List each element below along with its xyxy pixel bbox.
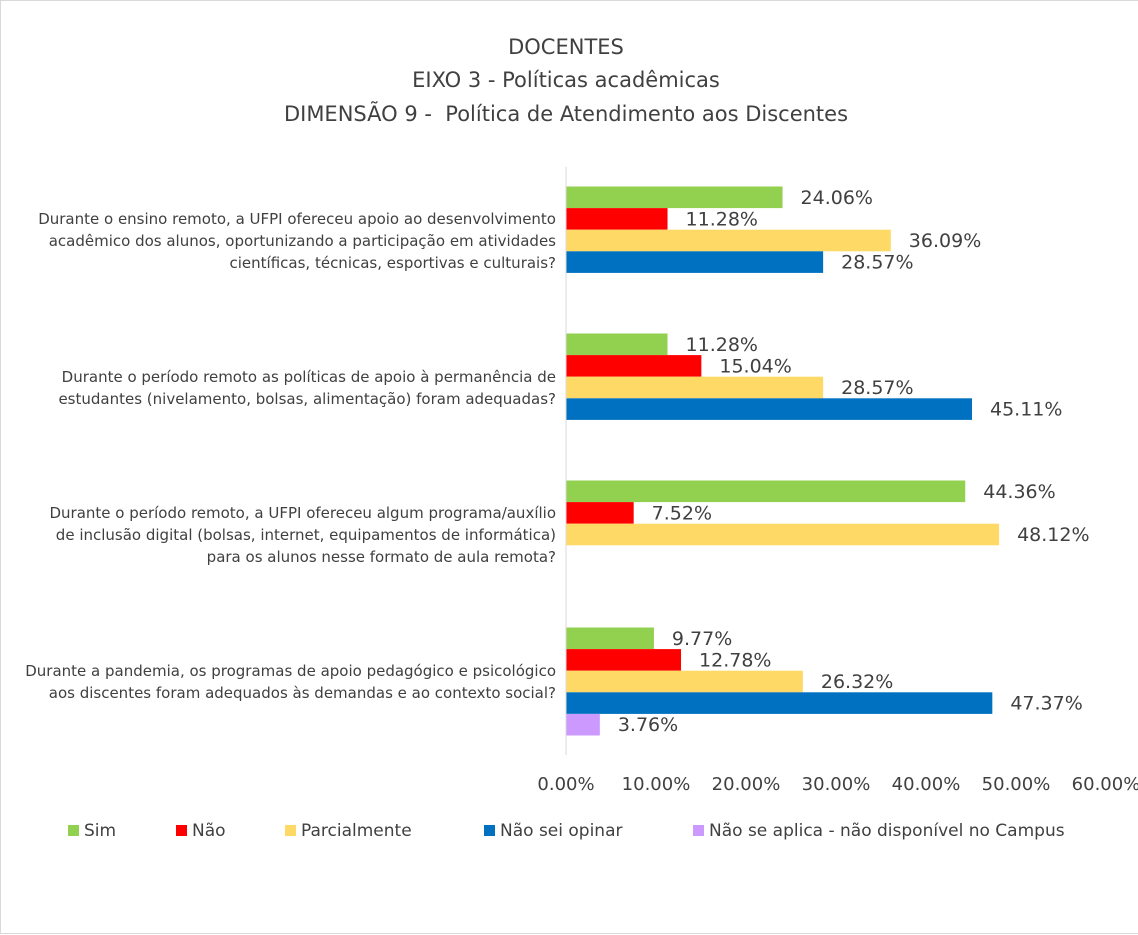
bar: [566, 208, 668, 230]
data-label: 12.78%: [699, 649, 771, 671]
data-label: 28.57%: [841, 252, 913, 274]
bar: [566, 333, 668, 356]
legend-swatch: [176, 825, 187, 836]
x-tick-label: 60.00%: [1072, 774, 1138, 795]
bar: [566, 670, 803, 693]
bar: [566, 398, 972, 420]
chart-subtitle: DIMENSÃO 9 - Política de Atendimento aos…: [284, 100, 848, 126]
x-tick-label: 20.00%: [712, 774, 781, 795]
x-tick-label: 40.00%: [892, 774, 961, 795]
category-label: Durante o período remoto as políticas de…: [58, 367, 556, 408]
x-tick-label: 30.00%: [802, 774, 871, 795]
bar: [566, 692, 993, 714]
legend-swatch: [68, 825, 79, 836]
bar: [566, 355, 702, 377]
bar: [566, 713, 600, 736]
category-label: Durante o ensino remoto, a UFPI ofereceu…: [38, 209, 556, 272]
legend-label: Não: [192, 821, 226, 841]
data-label: 28.57%: [841, 377, 913, 399]
x-tick-label: 0.00%: [537, 774, 594, 795]
data-label: 36.09%: [909, 230, 981, 252]
x-tick-label: 10.00%: [622, 774, 691, 795]
data-label: 44.36%: [983, 481, 1055, 503]
bar: [566, 480, 966, 503]
category-label: Durante o período remoto, a UFPI oferece…: [49, 503, 556, 566]
bar: [566, 251, 824, 273]
bar: [566, 627, 654, 650]
data-label: 11.28%: [686, 208, 758, 230]
data-label: 9.77%: [672, 628, 732, 650]
legend-label: Parcialmente: [301, 821, 412, 841]
category-label: Durante a pandemia, os programas de apoi…: [25, 661, 556, 702]
bar: [566, 502, 634, 524]
legend-label: Não se aplica - não disponível no Campus: [709, 821, 1065, 841]
legend-swatch: [693, 825, 704, 836]
legend-label: Não sei opinar: [500, 821, 622, 841]
legend-swatch: [484, 825, 495, 836]
legend-swatch: [285, 825, 296, 836]
chart-title: DOCENTES: [508, 35, 624, 59]
bar: [566, 186, 783, 209]
data-label: 3.76%: [618, 714, 678, 736]
data-label: 47.37%: [1010, 693, 1082, 715]
data-label: 48.12%: [1017, 524, 1089, 546]
bar: [566, 229, 891, 252]
bar: [566, 376, 824, 399]
bar: [566, 649, 682, 671]
data-label: 45.11%: [990, 399, 1062, 421]
data-label: 7.52%: [652, 502, 712, 524]
x-tick-label: 50.00%: [982, 774, 1051, 795]
bar: [566, 523, 1000, 546]
data-label: 11.28%: [686, 334, 758, 356]
data-label: 26.32%: [821, 671, 893, 693]
chart-subtitle: EIXO 3 - Políticas acadêmicas: [412, 68, 720, 92]
data-label: 15.04%: [719, 355, 791, 377]
data-label: 24.06%: [801, 187, 873, 209]
legend-label: Sim: [84, 821, 116, 841]
